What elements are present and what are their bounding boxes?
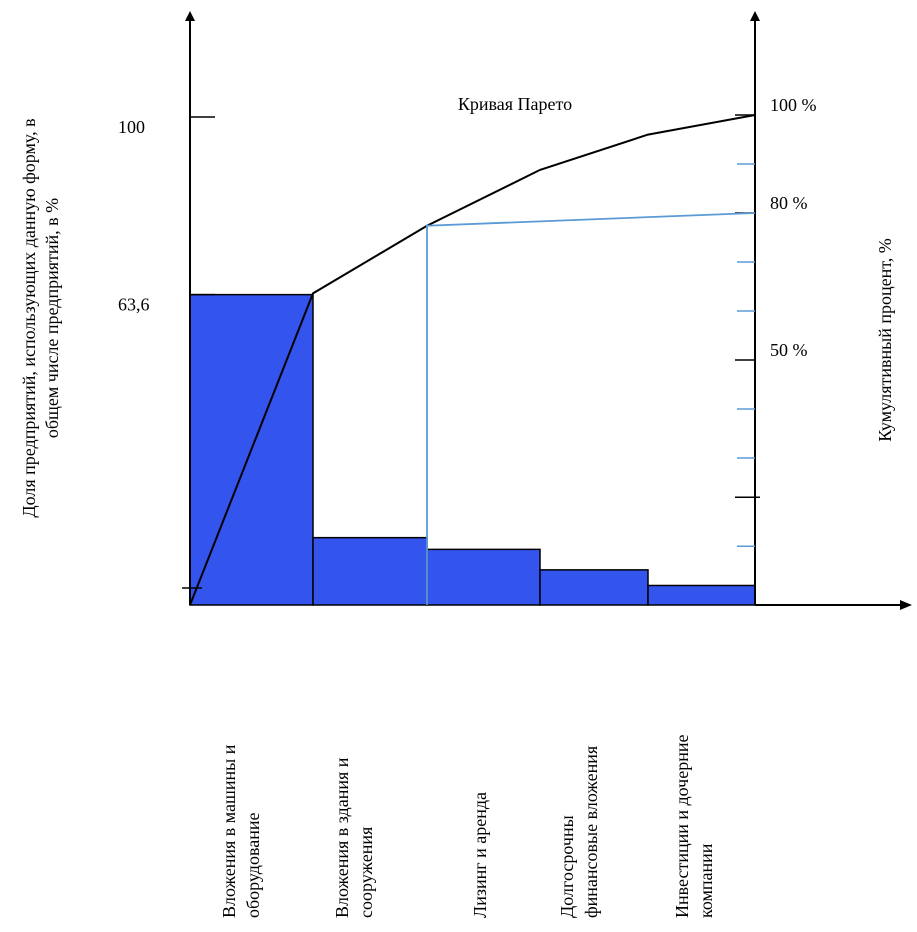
right-tick-label-3: 50 % (770, 340, 808, 360)
category-label-1-line-1: Вложения в машины и (219, 744, 239, 918)
category-label-5-line-2: компании (696, 843, 716, 918)
category-label-5: Инвестиции и дочерние компании (672, 735, 716, 918)
right-tick-label-1: 100 % (770, 95, 817, 115)
left-axis-label-line2: общем числе предприятий, в % (42, 198, 62, 438)
category-label-4-line-2: финансовые вложения (581, 746, 601, 918)
category-label-3: Лизинг и аренда (470, 792, 490, 918)
category-label-1-line-2: оборудование (243, 813, 263, 918)
bar-2 (313, 538, 427, 605)
category-label-4: Долгосрочны финансовые вложения (557, 746, 601, 918)
labels-layer: Вложения в машины и оборудование Вложения … (219, 735, 716, 918)
right-tick-label-2: 80 % (770, 193, 808, 213)
left-tick-label-1: 100 (118, 117, 145, 137)
left-tick-label-2: 63,6 (118, 295, 150, 315)
category-label-5-line-1: Инвестиции и дочерние (672, 735, 692, 918)
bar-4 (540, 570, 648, 605)
pareto-80-guide (427, 213, 755, 605)
category-label-2-line-2: сооружения (356, 827, 376, 918)
bar-5 (648, 585, 755, 605)
category-label-1: Вложения в машины и оборудование (219, 744, 263, 918)
bars-layer (190, 295, 755, 605)
left-axis-label-line1: Доля предприятий, использующих данную фо… (19, 118, 39, 517)
category-label-4-line-1: Долгосрочны (557, 815, 577, 918)
category-label-3-line-1: Лизинг и аренда (470, 792, 490, 918)
chart-title: Кривая Парето (458, 94, 572, 114)
category-label-2-line-1: Вложения в здания и (332, 757, 352, 918)
category-label-2: Вложения в здания и сооружения (332, 757, 376, 918)
bar-3 (427, 549, 540, 605)
right-axis-label: Кумулятивный процент, % (875, 238, 895, 442)
